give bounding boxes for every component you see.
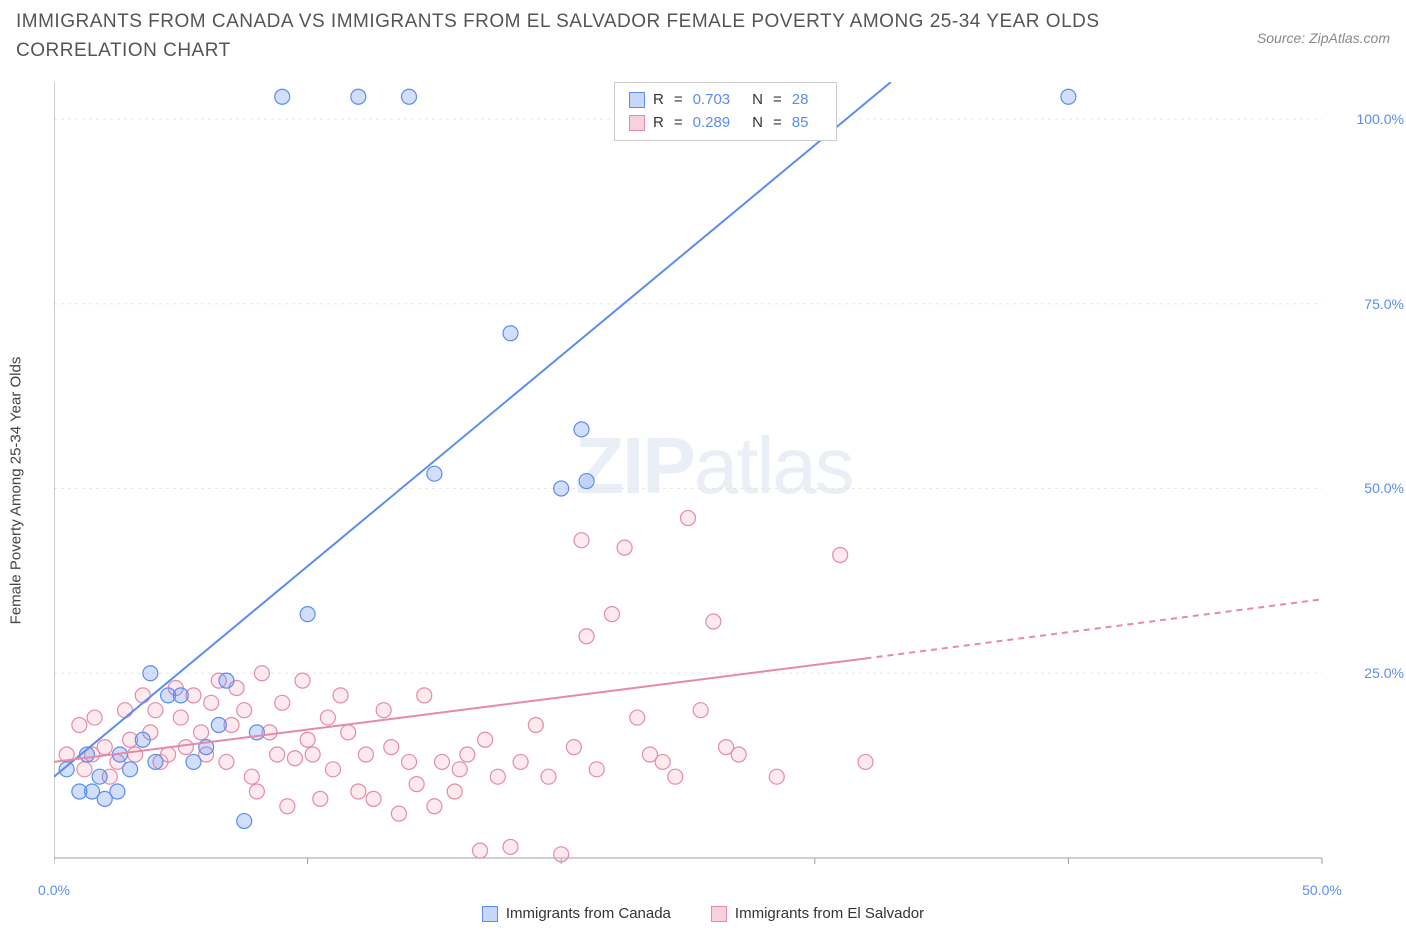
swatch-elsalvador-icon <box>711 906 727 922</box>
x-tick-50: 50.0% <box>1302 882 1342 898</box>
stat-r-label: R <box>653 89 664 112</box>
stats-legend: R = 0.703 N = 28 R = 0.289 N = 85 <box>614 82 837 141</box>
y-tick-50: 50.0% <box>1364 480 1404 496</box>
stat-eq: = <box>674 112 683 135</box>
stat-n-elsalvador: 85 <box>792 112 809 135</box>
stat-n-label: N <box>752 112 763 135</box>
stat-n-canada: 28 <box>792 89 809 112</box>
stats-row-elsalvador: R = 0.289 N = 85 <box>629 112 822 135</box>
legend-item-canada: Immigrants from Canada <box>482 905 671 922</box>
stat-n-label: N <box>752 89 763 112</box>
bottom-legend: Immigrants from Canada Immigrants from E… <box>0 905 1406 922</box>
chart-title: IMMIGRANTS FROM CANADA VS IMMIGRANTS FRO… <box>16 8 1166 65</box>
stat-r-canada: 0.703 <box>693 89 731 112</box>
stat-eq: = <box>674 89 683 112</box>
stat-r-label: R <box>653 112 664 135</box>
chart-container: Female Poverty Among 25-34 Year Olds ZIP… <box>44 82 1384 882</box>
legend-label-elsalvador: Immigrants from El Salvador <box>735 905 924 922</box>
stats-row-canada: R = 0.703 N = 28 <box>629 89 822 112</box>
scatter-plot <box>54 82 1372 882</box>
y-axis-label: Female Poverty Among 25-34 Year Olds <box>8 357 25 625</box>
stat-r-elsalvador: 0.289 <box>693 112 731 135</box>
stat-eq: = <box>773 89 782 112</box>
legend-item-elsalvador: Immigrants from El Salvador <box>711 905 924 922</box>
stat-eq: = <box>773 112 782 135</box>
swatch-elsalvador <box>629 115 645 131</box>
swatch-canada-icon <box>482 906 498 922</box>
y-tick-25: 25.0% <box>1364 665 1404 681</box>
x-tick-0: 0.0% <box>38 882 70 898</box>
y-tick-75: 75.0% <box>1364 296 1404 312</box>
source-label: Source: ZipAtlas.com <box>1257 30 1390 46</box>
y-tick-100: 100.0% <box>1357 111 1404 127</box>
swatch-canada <box>629 92 645 108</box>
legend-label-canada: Immigrants from Canada <box>506 905 671 922</box>
